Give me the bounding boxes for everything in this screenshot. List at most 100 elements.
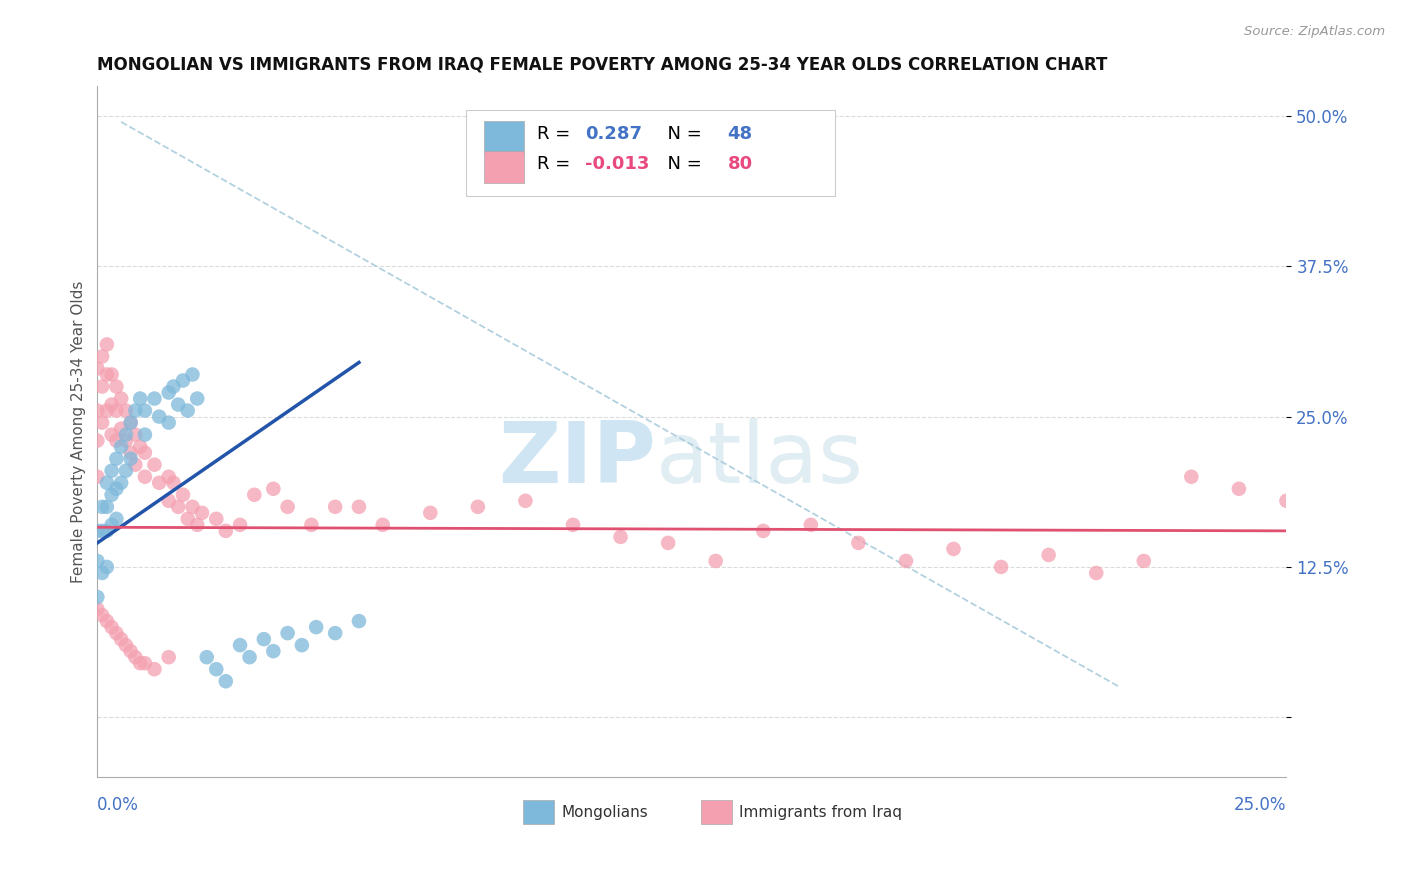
Point bbox=[148, 409, 170, 424]
Point bbox=[86, 403, 108, 417]
Point bbox=[195, 650, 218, 665]
Point bbox=[134, 403, 156, 417]
Point bbox=[277, 626, 299, 640]
Point bbox=[124, 427, 146, 442]
Point bbox=[115, 434, 138, 448]
Point bbox=[86, 361, 108, 376]
Point bbox=[371, 517, 394, 532]
Point bbox=[110, 632, 132, 647]
Point bbox=[1038, 548, 1060, 562]
Point bbox=[110, 440, 132, 454]
Point bbox=[115, 464, 138, 478]
Point bbox=[129, 440, 152, 454]
Point bbox=[167, 398, 190, 412]
Point bbox=[96, 500, 118, 514]
Point bbox=[1132, 554, 1154, 568]
Point bbox=[752, 524, 775, 538]
Point bbox=[96, 337, 118, 351]
Text: N =: N = bbox=[657, 155, 707, 173]
Point bbox=[129, 656, 152, 670]
Point bbox=[262, 644, 284, 658]
Point bbox=[100, 368, 122, 382]
Point bbox=[96, 368, 118, 382]
Point bbox=[1275, 493, 1298, 508]
Point bbox=[181, 500, 204, 514]
Point bbox=[105, 626, 128, 640]
Point bbox=[115, 638, 138, 652]
Point bbox=[347, 614, 370, 628]
Point bbox=[120, 416, 142, 430]
Point bbox=[105, 434, 128, 448]
Text: R =: R = bbox=[537, 155, 576, 173]
Point bbox=[124, 650, 146, 665]
Point bbox=[91, 524, 114, 538]
Text: Immigrants from Iraq: Immigrants from Iraq bbox=[740, 805, 903, 820]
Point bbox=[800, 517, 823, 532]
Point bbox=[86, 434, 108, 448]
Point bbox=[942, 541, 965, 556]
Point bbox=[91, 379, 114, 393]
Point bbox=[205, 512, 228, 526]
Text: atlas: atlas bbox=[657, 417, 865, 500]
Point bbox=[120, 445, 142, 459]
Text: ZIP: ZIP bbox=[499, 417, 657, 500]
Point bbox=[96, 614, 118, 628]
Point bbox=[253, 632, 276, 647]
Point bbox=[238, 650, 260, 665]
Point bbox=[134, 469, 156, 483]
Point bbox=[96, 560, 118, 574]
Point bbox=[1085, 566, 1108, 580]
Point bbox=[110, 392, 132, 406]
Text: 0.0%: 0.0% bbox=[97, 796, 139, 814]
Point bbox=[229, 638, 252, 652]
Point bbox=[120, 416, 142, 430]
Point bbox=[229, 517, 252, 532]
Point bbox=[291, 638, 314, 652]
Point bbox=[894, 554, 917, 568]
Text: 80: 80 bbox=[727, 155, 752, 173]
Point bbox=[215, 524, 238, 538]
Y-axis label: Female Poverty Among 25-34 Year Olds: Female Poverty Among 25-34 Year Olds bbox=[72, 280, 86, 582]
Point bbox=[105, 451, 128, 466]
Point bbox=[323, 500, 346, 514]
Text: 0.287: 0.287 bbox=[585, 125, 643, 144]
Text: Mongolians: Mongolians bbox=[561, 805, 648, 820]
Point bbox=[157, 650, 180, 665]
Point bbox=[262, 482, 284, 496]
Point bbox=[134, 656, 156, 670]
Text: MONGOLIAN VS IMMIGRANTS FROM IRAQ FEMALE POVERTY AMONG 25-34 YEAR OLDS CORRELATI: MONGOLIAN VS IMMIGRANTS FROM IRAQ FEMALE… bbox=[97, 55, 1108, 73]
Point bbox=[105, 379, 128, 393]
Point bbox=[91, 566, 114, 580]
Point bbox=[96, 475, 118, 490]
Point bbox=[86, 469, 108, 483]
Point bbox=[562, 517, 585, 532]
Point bbox=[100, 517, 122, 532]
Point bbox=[419, 506, 441, 520]
Point bbox=[86, 554, 108, 568]
Point bbox=[172, 488, 194, 502]
Point bbox=[91, 608, 114, 623]
Point bbox=[657, 536, 679, 550]
Text: N =: N = bbox=[657, 125, 707, 144]
Point bbox=[105, 512, 128, 526]
Point bbox=[110, 422, 132, 436]
Text: R =: R = bbox=[537, 125, 576, 144]
Point bbox=[347, 500, 370, 514]
Point bbox=[100, 488, 122, 502]
Point bbox=[157, 469, 180, 483]
Point bbox=[115, 427, 138, 442]
Point bbox=[96, 403, 118, 417]
Point bbox=[191, 506, 214, 520]
Point bbox=[86, 590, 108, 604]
Point bbox=[243, 488, 266, 502]
Point bbox=[299, 517, 322, 532]
Point bbox=[148, 475, 170, 490]
Text: 25.0%: 25.0% bbox=[1234, 796, 1286, 814]
Point bbox=[215, 674, 238, 689]
Point bbox=[143, 458, 166, 472]
FancyBboxPatch shape bbox=[465, 110, 835, 196]
Point bbox=[134, 445, 156, 459]
Point bbox=[120, 451, 142, 466]
Point bbox=[100, 620, 122, 634]
Point bbox=[181, 368, 204, 382]
